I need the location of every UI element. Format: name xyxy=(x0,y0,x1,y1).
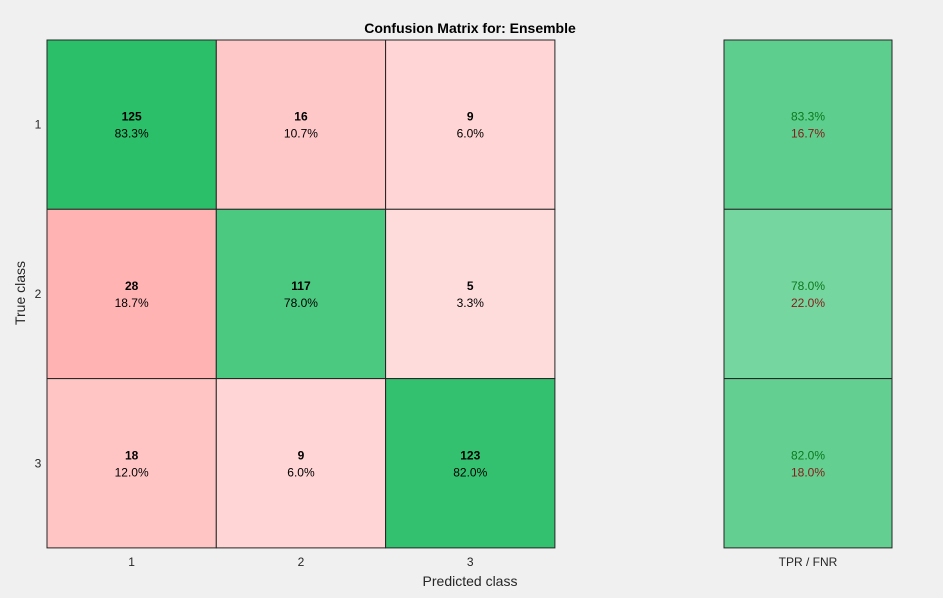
cell-count: 16 xyxy=(294,110,308,124)
tpr-value: 78.0% xyxy=(791,279,825,293)
summary-cell xyxy=(723,378,893,549)
matrix-cell xyxy=(46,208,217,380)
matrix-cell xyxy=(46,39,217,210)
fnr-value: 18.0% xyxy=(791,465,825,479)
cell-count: 123 xyxy=(460,448,480,462)
matrix-cells: 125 83.3% 16 10.7% 9 6.0% 28 18.7% 117 78.0% 5 3.3%… xyxy=(46,39,556,549)
matrix-cell xyxy=(46,378,217,549)
summary-column-label: TPR / FNR xyxy=(779,555,838,569)
cell-count: 9 xyxy=(298,448,305,462)
matrix-cell xyxy=(385,39,556,210)
cell-percent: 12.0% xyxy=(115,465,149,479)
matrix-cell xyxy=(215,39,387,210)
axis-ticks: 1 2 3 1 2 3 xyxy=(35,118,474,569)
fnr-value: 22.0% xyxy=(791,296,825,310)
summary-cell xyxy=(723,39,893,210)
cell-percent: 83.3% xyxy=(115,127,149,141)
cell-count: 18 xyxy=(125,448,139,462)
cell-percent: 10.7% xyxy=(284,127,318,141)
fnr-value: 16.7% xyxy=(791,127,825,141)
cell-count: 28 xyxy=(125,279,139,293)
y-tick-label: 2 xyxy=(35,287,42,301)
cell-percent: 3.3% xyxy=(457,296,485,310)
x-tick-label: 3 xyxy=(467,555,474,569)
cell-count: 9 xyxy=(467,110,474,124)
summary-cell xyxy=(723,208,893,380)
cell-percent: 82.0% xyxy=(453,465,487,479)
summary-cells: 83.3% 16.7% 78.0% 22.0% 82.0% 18.0% xyxy=(723,39,893,549)
cell-count: 5 xyxy=(467,279,474,293)
tpr-value: 82.0% xyxy=(791,448,825,462)
chart-title: Confusion Matrix for: Ensemble xyxy=(364,20,576,36)
cell-percent: 6.0% xyxy=(287,465,315,479)
matrix-cell xyxy=(215,378,387,549)
tpr-value: 83.3% xyxy=(791,110,825,124)
matrix-cell xyxy=(385,378,556,549)
cell-percent: 6.0% xyxy=(457,127,485,141)
cell-percent: 18.7% xyxy=(115,296,149,310)
y-tick-label: 1 xyxy=(35,118,42,132)
y-tick-label: 3 xyxy=(35,456,42,470)
x-tick-label: 1 xyxy=(128,555,135,569)
cell-count: 125 xyxy=(122,110,142,124)
x-axis-label: Predicted class xyxy=(423,573,518,589)
y-axis-label: True class xyxy=(12,261,28,325)
matrix-cell xyxy=(385,208,556,380)
matrix-cell xyxy=(215,208,387,380)
x-tick-label: 2 xyxy=(298,555,305,569)
cell-count: 117 xyxy=(291,279,311,293)
cell-percent: 78.0% xyxy=(284,296,318,310)
